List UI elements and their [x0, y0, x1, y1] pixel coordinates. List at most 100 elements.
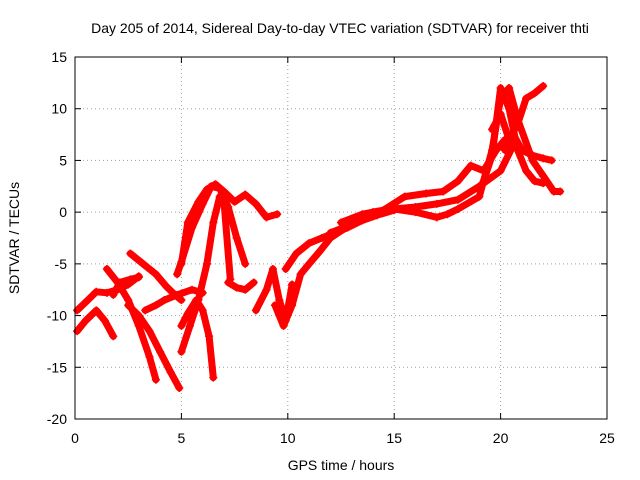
data-point — [241, 285, 250, 294]
data-point — [166, 368, 175, 377]
data-point — [488, 151, 497, 160]
data-point — [134, 273, 143, 282]
data-point — [281, 265, 290, 274]
data-point — [232, 234, 241, 242]
data-point — [288, 301, 297, 310]
series-arc-1 — [73, 306, 118, 341]
data-point — [194, 197, 203, 206]
data-point — [400, 192, 409, 201]
data-point — [500, 146, 509, 155]
data-point — [73, 327, 82, 336]
data-point — [443, 210, 452, 219]
data-point — [202, 259, 211, 268]
data-point — [422, 189, 431, 198]
data-point — [539, 81, 548, 90]
data-point — [183, 218, 192, 227]
series-trace — [73, 306, 117, 340]
series-trace — [124, 301, 183, 392]
data-point — [315, 247, 324, 256]
data-point — [92, 306, 101, 315]
data-point — [102, 265, 111, 274]
x-axis-label: GPS time / hours — [288, 457, 395, 473]
data-point — [479, 177, 488, 186]
data-point — [145, 327, 154, 336]
data-point — [109, 332, 118, 341]
data-point — [156, 347, 165, 356]
data-point — [509, 130, 518, 139]
data-point — [162, 282, 171, 291]
data-point — [177, 259, 186, 268]
data-point — [126, 249, 135, 258]
data-point — [177, 347, 186, 356]
data-point — [273, 210, 282, 219]
series-trace — [109, 273, 143, 299]
data-point — [185, 321, 194, 330]
data-point — [173, 270, 182, 279]
data-point — [109, 290, 118, 299]
data-point — [317, 234, 326, 242]
x-tick-label: 25 — [599, 430, 615, 446]
data-point — [496, 109, 505, 118]
data-point — [209, 218, 218, 227]
data-point — [209, 373, 218, 382]
series-arc-20 — [488, 81, 548, 144]
data-point — [279, 321, 288, 330]
series-arc-4 — [109, 273, 143, 299]
series-arc-6 — [124, 301, 184, 392]
x-tick-label: 5 — [178, 430, 186, 446]
x-tick-label: 10 — [280, 430, 296, 446]
data-point — [337, 218, 345, 227]
data-point — [275, 296, 284, 305]
y-tick-label: 10 — [51, 101, 67, 117]
series-arc-2 — [73, 272, 143, 315]
chart-title: Day 205 of 2014, Sidereal Day-to-day VTE… — [91, 20, 589, 36]
data-point — [100, 316, 109, 325]
series-trace — [224, 279, 258, 294]
data-point — [505, 104, 514, 113]
data-point — [211, 180, 220, 189]
data-point — [358, 210, 367, 219]
data-point — [194, 296, 203, 305]
data-point — [496, 84, 505, 93]
data-point — [173, 290, 182, 299]
data-point — [177, 321, 186, 330]
data-point — [305, 239, 314, 248]
data-point — [151, 270, 160, 279]
data-point — [292, 249, 301, 258]
data-point — [134, 311, 143, 320]
series-trace — [326, 141, 517, 237]
data-point — [296, 270, 305, 279]
x-tick-label: 0 — [71, 430, 79, 446]
data-point — [530, 89, 539, 98]
data-point — [368, 208, 377, 217]
data-point — [81, 316, 90, 325]
data-point — [251, 306, 260, 315]
data-point — [439, 187, 448, 196]
data-point — [73, 306, 82, 315]
x-tick-label: 15 — [386, 430, 402, 446]
data-point — [556, 187, 565, 196]
data-point — [151, 301, 160, 310]
data-point — [411, 208, 420, 217]
series-arc-12 — [224, 278, 258, 294]
data-point — [528, 151, 537, 160]
data-point — [432, 199, 441, 208]
data-point — [326, 228, 335, 237]
data-point — [160, 296, 169, 305]
data-point — [232, 283, 241, 292]
data-point — [454, 195, 463, 204]
data-point — [249, 278, 258, 287]
x-tick-labels: 0 5 10 15 20 25 — [71, 430, 615, 446]
y-tick-label: 0 — [59, 204, 67, 220]
data-point — [230, 197, 239, 206]
data-point — [215, 192, 224, 201]
data-point — [134, 321, 143, 330]
data-point — [262, 285, 271, 294]
data-point — [83, 296, 92, 305]
data-point — [205, 332, 214, 341]
data-point — [539, 179, 548, 188]
data-point — [517, 146, 526, 155]
data-point — [251, 199, 260, 208]
data-series — [73, 81, 565, 392]
